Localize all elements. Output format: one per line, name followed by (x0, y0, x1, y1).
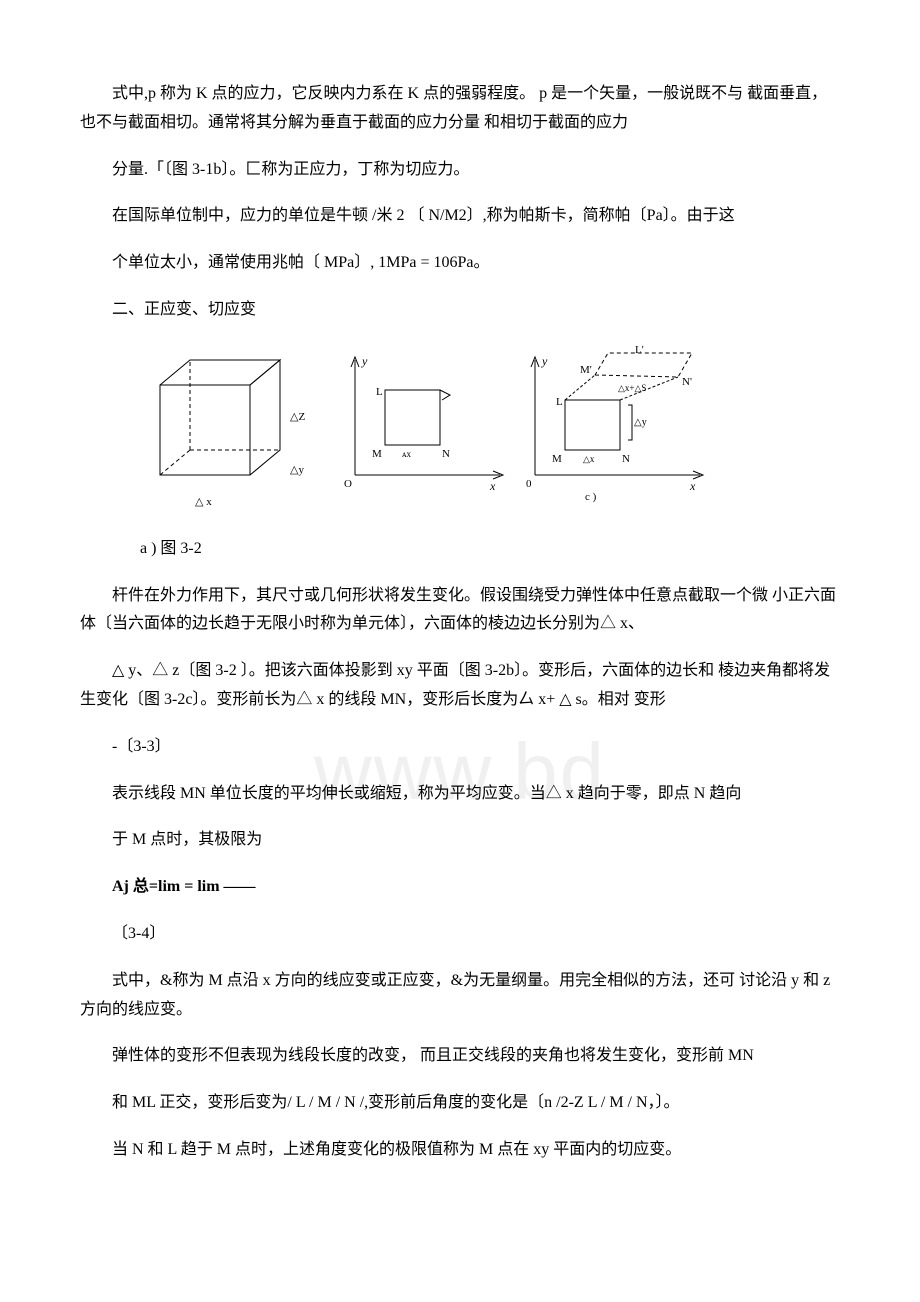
svg-text:M': M' (580, 364, 592, 376)
paragraph-10: 于 M 点时，其极限为 (80, 826, 840, 855)
svg-text:0: 0 (526, 478, 532, 490)
svg-text:L': L' (635, 345, 644, 356)
svg-text:N: N (442, 448, 450, 460)
figure-caption: a ) 图 3-2 (80, 535, 840, 564)
paragraph-6: 杆件在外力作用下，其尺寸或几何形状将发生变化。假设围绕受力弹性体中任意点截取一个… (80, 582, 840, 640)
svg-text:N': N' (682, 376, 692, 388)
paragraph-7: △ y、△ z〔图 3-2 〕。把该六面体投影到 xy 平面〔图 3-2b〕。变… (80, 657, 840, 715)
svg-text:ᴀx: ᴀx (402, 449, 412, 459)
svg-text:△y: △y (634, 417, 647, 428)
svg-text:L: L (556, 396, 563, 408)
svg-text:△y: △y (290, 464, 304, 476)
svg-text:y: y (541, 354, 548, 368)
watermark: www.bd (314, 700, 606, 844)
paragraph-15: 和 ML 正交，变形后变为/ L / M / N /,变形前后角度的变化是〔n … (80, 1089, 840, 1118)
figure-3-2: △Z △y △ x y x O L M N ᴀx (80, 345, 840, 515)
svg-text:△x+△S: △x+△S (618, 383, 646, 393)
svg-text:L: L (376, 386, 383, 398)
svg-text:△x: △x (583, 454, 595, 464)
panel-c: y x 0 c ) L M N △x L' M' N' △x+△S △y (526, 345, 703, 503)
paragraph-2: 分量.「〔图 3-1b〕。匚称为正应力，丁称为切应力。 (80, 156, 840, 185)
paragraph-9: 表示线段 MN 单位长度的平均伸长或缩短，称为平均应变。当△ x 趋向于零，即点… (80, 780, 840, 809)
svg-text:M: M (372, 448, 382, 460)
paragraph-1: 式中,p 称为 K 点的应力，它反映内力系在 K 点的强弱程度。 p 是一个矢量… (80, 80, 840, 138)
paragraph-4: 个单位太小，通常使用兆帕〔 MPa〕, 1MPa = 106Pa。 (80, 249, 840, 278)
cube-a: △Z △y △ x (160, 360, 305, 508)
paragraph-3: 在国际单位制中，应力的单位是牛顿 /米 2 〔 N/M2〕,称为帕斯卡，简称帕〔… (80, 202, 840, 231)
svg-text:x: x (689, 479, 696, 493)
svg-text:y: y (361, 354, 368, 368)
paragraph-14: 弹性体的变形不但表现为线段长度的改变， 而且正交线段的夹角也将发生变化，变形前 … (80, 1042, 840, 1071)
paragraph-8: -〔3-3〕 (80, 733, 840, 762)
paragraph-13: 式中，&称为 M 点沿 x 方向的线应变或正应变，&为无量纲量。用完全相似的方法… (80, 967, 840, 1025)
svg-text:N: N (622, 453, 630, 465)
svg-text:x: x (489, 479, 496, 493)
paragraph-5: 二、正应变、切应变 (80, 296, 840, 325)
svg-text:△ x: △ x (195, 496, 212, 508)
paragraph-11: Aj 总=lim = lim —— (80, 873, 840, 902)
svg-text:△Z: △Z (290, 411, 305, 423)
svg-text:M: M (552, 453, 562, 465)
svg-text:c ): c ) (585, 491, 597, 503)
panel-b: y x O L M N ᴀx (344, 354, 503, 493)
paragraph-12: 〔3-4〕 (80, 920, 840, 949)
paragraph-16: 当 N 和 L 趋于 M 点时，上述角度变化的极限值称为 M 点在 xy 平面内… (80, 1136, 840, 1165)
figure-svg: △Z △y △ x y x O L M N ᴀx (140, 345, 720, 515)
svg-text:O: O (344, 478, 352, 490)
